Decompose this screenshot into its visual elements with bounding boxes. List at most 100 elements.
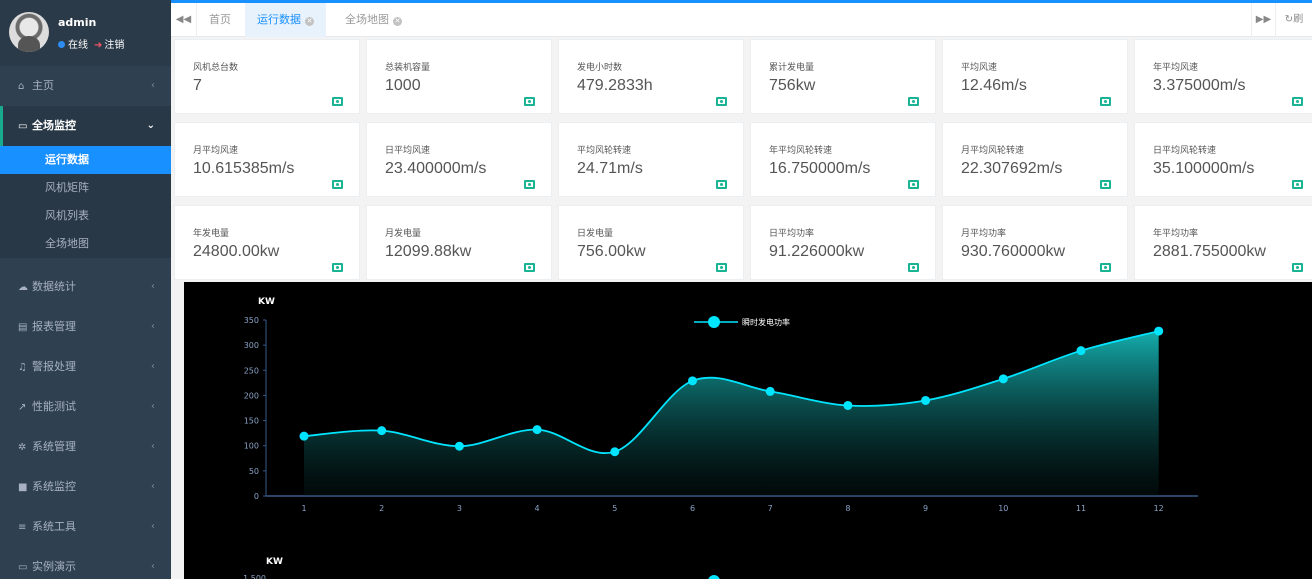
stat-card-value: 3.375000m/s (1153, 77, 1246, 94)
image-icon[interactable] (716, 97, 727, 106)
stat-card-value: 16.750000m/s (769, 160, 871, 177)
image-icon[interactable] (1100, 263, 1111, 272)
sidebar: admin 在线 ➜ 注销 ⌂ 主页 ‹ ▭ 全场监控 ⌄ 运行数据 风机矩阵 风机列表 全… (0, 0, 171, 579)
x-tick-label: 5 (612, 504, 617, 513)
stat-card-label: 发电小时数 (577, 63, 623, 73)
data-point[interactable] (843, 400, 853, 410)
data-point[interactable] (998, 374, 1008, 384)
y-tick-label: 200 (244, 391, 259, 400)
chevron-left-icon: ‹ (151, 521, 155, 532)
tabs-scroll-left-button[interactable]: ◀◀ (171, 3, 197, 37)
data-point[interactable] (765, 386, 775, 396)
online-status-label: 在线 (68, 40, 88, 51)
stat-card-label: 月发电量 (385, 229, 422, 239)
data-point[interactable] (610, 447, 620, 457)
data-point[interactable] (688, 376, 697, 386)
image-icon[interactable] (716, 180, 727, 189)
stat-card-value: 12099.88kw (385, 243, 472, 260)
sidebar-item-label: 主页 (32, 79, 54, 92)
tab-label: 首页 (209, 13, 231, 26)
chevron-left-icon: ‹ (151, 481, 155, 492)
sidebar-item-reports[interactable]: ▤ 报表管理 ‹ (0, 307, 171, 347)
stat-card-value: 479.2833h (577, 77, 653, 94)
sidebar-item-system-monitor[interactable]: ■ 系统监控 ‹ (0, 467, 171, 507)
image-icon[interactable] (908, 97, 919, 106)
y-tick-label: 300 (244, 341, 259, 350)
chart2-legend-marker[interactable] (708, 575, 720, 579)
image-icon[interactable] (1292, 97, 1303, 106)
data-point[interactable] (1076, 346, 1086, 356)
tab-home[interactable]: 首页 (197, 3, 243, 37)
stat-card: 月发电量 12099.88kw (366, 205, 552, 280)
stat-card: 月平均风轮转速 22.307692m/s (942, 122, 1128, 197)
data-point[interactable] (532, 425, 542, 435)
sidebar-item-home[interactable]: ⌂ 主页 ‹ (0, 66, 171, 106)
stat-card-value: 91.226000kw (769, 243, 865, 260)
image-icon[interactable] (908, 180, 919, 189)
submenu-item-site-map[interactable]: 全场地图 (45, 237, 89, 250)
logout-icon[interactable]: ➜ (94, 40, 103, 51)
y-tick-label: 100 (244, 442, 259, 451)
stat-card: 发电小时数 479.2833h (558, 39, 744, 114)
data-point[interactable] (1154, 326, 1164, 336)
chevron-down-icon: ⌄ (146, 120, 155, 131)
data-point[interactable] (454, 441, 464, 451)
submenu-item-turbine-matrix[interactable]: 风机矩阵 (45, 181, 89, 194)
x-tick-label: 2 (379, 504, 384, 513)
image-icon[interactable] (1100, 180, 1111, 189)
sidebar-item-statistics[interactable]: ☁ 数据统计 ‹ (0, 267, 171, 307)
sidebar-item-system-tools[interactable]: ≡ 系统工具 ‹ (0, 507, 171, 547)
tabs-scroll-right-button[interactable]: ▶▶ (1251, 3, 1275, 37)
data-point[interactable] (299, 431, 309, 441)
stat-card-label: 总装机容量 (385, 63, 431, 73)
sidebar-item-label: 数据统计 (32, 280, 76, 293)
stat-card-label: 平均风速 (961, 63, 998, 73)
image-icon[interactable] (908, 263, 919, 272)
monitor-icon: ▭ (18, 121, 28, 132)
image-icon[interactable] (524, 180, 535, 189)
sidebar-item-label: 全场监控 (32, 119, 76, 132)
legend-marker[interactable] (708, 316, 720, 328)
image-icon[interactable] (1100, 97, 1111, 106)
chart2-y-axis-label: KW (266, 557, 283, 567)
submenu-item-turbine-list[interactable]: 风机列表 (45, 209, 89, 222)
close-tab-icon[interactable]: ✕ (305, 17, 314, 26)
bell-icon: ♫ (18, 362, 27, 373)
video-icon: ■ (18, 482, 28, 493)
image-icon[interactable] (1292, 180, 1303, 189)
sidebar-item-demos[interactable]: ▭ 实例演示 ‹ (0, 547, 171, 579)
sidebar-item-site-monitor[interactable]: ▭ 全场监控 ⌄ (0, 106, 171, 146)
tab-site-map[interactable]: 全场地图 ✕ (333, 3, 414, 37)
image-icon[interactable] (524, 263, 535, 272)
x-tick-label: 4 (535, 504, 540, 513)
chevron-left-icon: ‹ (151, 281, 155, 292)
x-tick-label: 10 (998, 504, 1008, 513)
sidebar-item-system-admin[interactable]: ✲ 系统管理 ‹ (0, 427, 171, 467)
sidebar-item-alarms[interactable]: ♫ 警报处理 ‹ (0, 347, 171, 387)
line-chart-icon: ↗ (18, 402, 27, 413)
image-icon[interactable] (716, 263, 727, 272)
stat-card: 年平均风速 3.375000m/s (1134, 39, 1312, 114)
submenu-item-run-data[interactable]: 运行数据 (0, 146, 171, 174)
x-tick-label: 11 (1076, 504, 1086, 513)
logout-link[interactable]: 注销 (104, 40, 125, 51)
stat-card-label: 日平均风轮转速 (1153, 146, 1217, 156)
image-icon[interactable] (524, 97, 535, 106)
avatar[interactable] (9, 12, 49, 52)
image-icon[interactable] (332, 97, 343, 106)
image-icon[interactable] (332, 263, 343, 272)
image-icon[interactable] (332, 180, 343, 189)
refresh-icon: ↻ (1284, 14, 1294, 25)
image-icon[interactable] (1292, 263, 1303, 272)
user-profile: admin 在线 ➜ 注销 (0, 0, 171, 66)
y-tick-label: 350 (244, 316, 259, 325)
data-point[interactable] (921, 395, 931, 405)
refresh-button[interactable]: ↻刷 (1275, 3, 1312, 37)
sidebar-item-performance[interactable]: ↗ 性能测试 ‹ (0, 387, 171, 427)
stat-card-label: 年平均风轮转速 (769, 146, 833, 156)
x-tick-label: 12 (1154, 504, 1164, 513)
data-point[interactable] (377, 426, 387, 436)
tab-run-data[interactable]: 运行数据 ✕ (245, 3, 326, 37)
close-tab-icon[interactable]: ✕ (393, 17, 402, 26)
sidebar-item-label: 系统工具 (32, 520, 76, 533)
